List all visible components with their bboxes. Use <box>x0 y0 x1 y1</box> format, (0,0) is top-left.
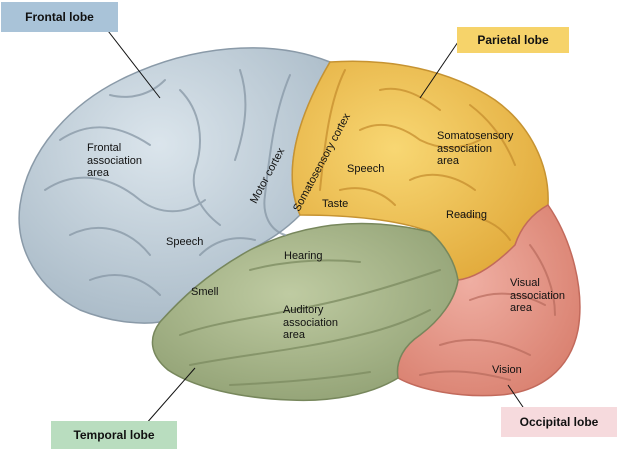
parietal-lobe-callout: Parietal lobe <box>457 27 569 53</box>
visual-association-label: Visual association area <box>510 277 565 315</box>
visual-association-line-3: area <box>510 302 533 314</box>
hearing-label: Hearing <box>284 250 323 262</box>
parietal-leader-line <box>419 41 459 99</box>
auditory-association-label: Auditory association area <box>283 304 338 342</box>
occipital-leader-line <box>507 384 526 411</box>
temporal-lobe-region <box>151 222 459 402</box>
frontal-association-label: Frontal association area <box>87 142 142 180</box>
frontal-association-line-1: Frontal <box>87 142 122 154</box>
auditory-association-line-2: association <box>283 316 339 329</box>
somatosensory-association-line-2: association <box>437 142 493 155</box>
temporal-leader-line <box>144 367 196 426</box>
frontal-association-line-3: area <box>87 167 110 179</box>
auditory-association-line-3: area <box>283 329 306 341</box>
frontal-lobe-region <box>18 47 332 324</box>
reading-label: Reading <box>446 209 487 221</box>
smell-label: Smell <box>191 286 219 298</box>
frontal-lobe-callout: Frontal lobe <box>1 2 118 32</box>
auditory-association-line-1: Auditory <box>283 304 324 316</box>
gyri-lines <box>44 69 556 386</box>
vision-label: Vision <box>492 364 522 376</box>
speech-frontal-label: Speech <box>166 236 204 248</box>
visual-association-line-1: Visual <box>510 277 540 289</box>
somatosensory-association-line-3: area <box>437 155 460 167</box>
occipital-lobe-callout: Occipital lobe <box>501 407 617 437</box>
taste-label: Taste <box>322 198 349 210</box>
visual-association-line-2: association <box>510 289 566 302</box>
somatosensory-association-line-1: Somatosensory <box>437 130 514 142</box>
somatosensory-association-label: Somatosensory association area <box>437 130 513 168</box>
frontal-association-line-2: association <box>87 154 143 167</box>
speech-parietal-label: Speech <box>347 163 385 175</box>
temporal-lobe-callout: Temporal lobe <box>51 421 177 449</box>
